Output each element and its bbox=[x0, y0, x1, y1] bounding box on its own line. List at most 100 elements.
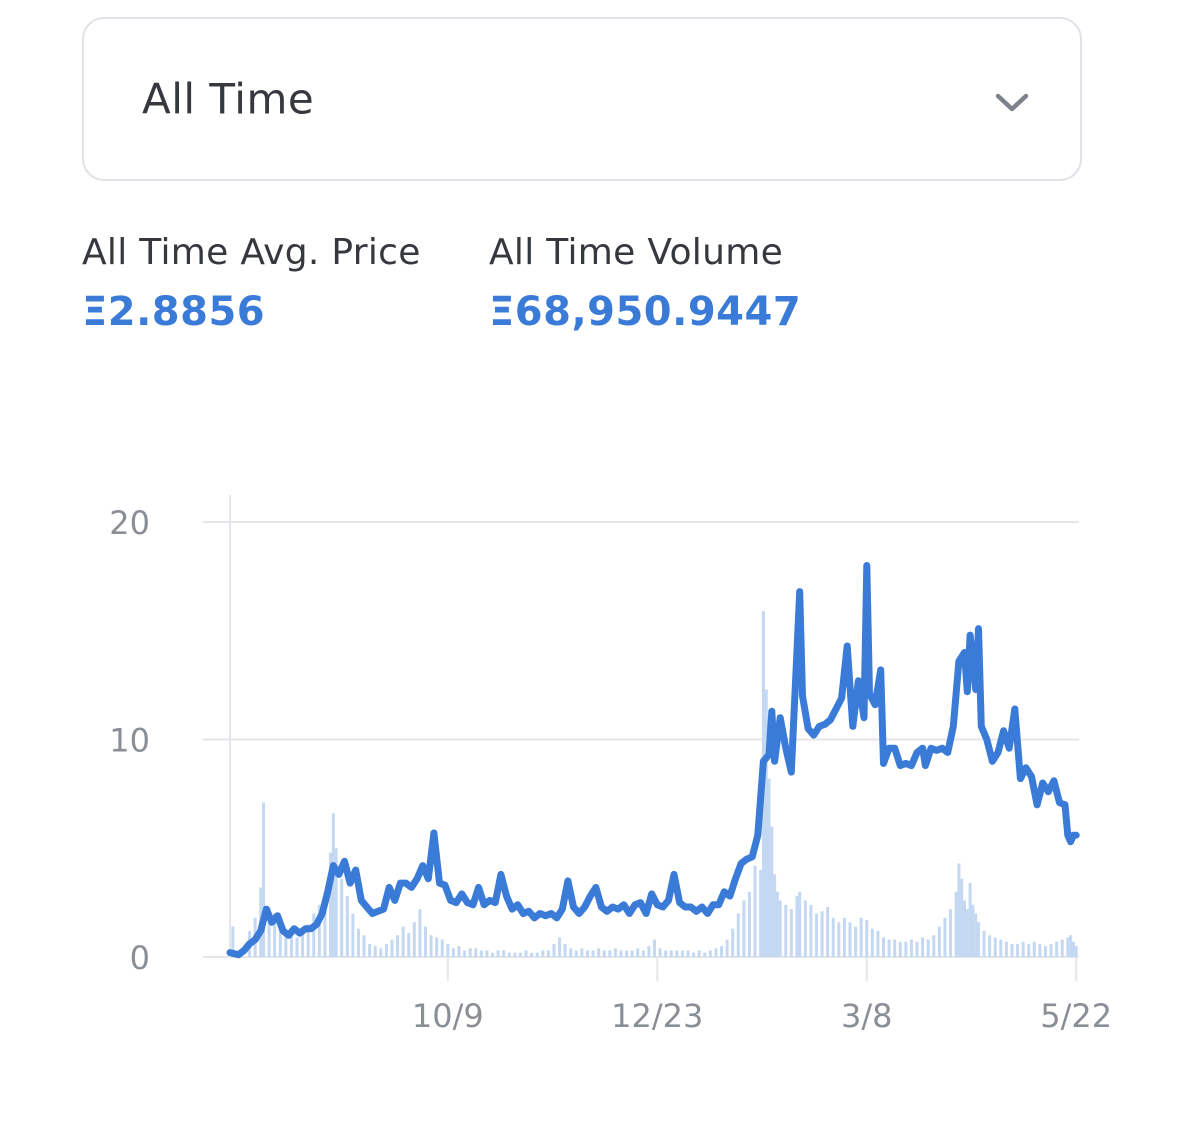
x-tick-label: 12/23 bbox=[611, 997, 703, 1035]
volume-bar bbox=[976, 922, 980, 957]
volume-bar bbox=[842, 917, 846, 957]
volume-bar bbox=[284, 930, 288, 957]
volume-bar bbox=[949, 909, 953, 957]
volume-bar bbox=[770, 826, 774, 957]
volume-bar bbox=[423, 926, 427, 957]
volume-bar bbox=[356, 928, 360, 957]
price-line-layer bbox=[226, 562, 1080, 959]
volume-bar bbox=[767, 778, 771, 957]
volume-bar bbox=[647, 946, 651, 957]
volume-bar bbox=[446, 943, 450, 957]
volume-bar bbox=[524, 950, 528, 957]
volume-bar bbox=[775, 891, 779, 957]
volume-bar bbox=[331, 813, 335, 957]
volume-bar bbox=[619, 950, 623, 957]
volume-bar bbox=[591, 950, 595, 957]
avg-price-label: All Time Avg. Price bbox=[82, 232, 421, 273]
volume-bar bbox=[1016, 943, 1020, 957]
volume-bar bbox=[937, 926, 941, 957]
volume-bar bbox=[773, 874, 777, 957]
volume-bar bbox=[301, 928, 305, 957]
volume-bar bbox=[396, 935, 400, 957]
volume-value: Ξ68,950.9447 bbox=[489, 289, 802, 335]
x-tick-label: 5/22 bbox=[1040, 997, 1112, 1035]
volume-bar bbox=[1027, 943, 1031, 957]
volume-bar bbox=[669, 950, 673, 957]
volume-bar bbox=[329, 852, 333, 957]
y-tick-label: 20 bbox=[109, 504, 150, 542]
y-tick-label: 10 bbox=[109, 722, 150, 760]
volume-bar bbox=[870, 928, 874, 957]
volume-bar bbox=[778, 900, 782, 957]
volume-bar bbox=[585, 950, 589, 957]
volume-bar bbox=[546, 950, 550, 957]
volume-bar bbox=[1043, 946, 1047, 957]
volume-bar bbox=[312, 913, 316, 957]
volume-bar bbox=[641, 950, 645, 957]
volume-bar bbox=[831, 917, 835, 957]
x-tick-label: 3/8 bbox=[841, 997, 893, 1035]
volume-bar bbox=[943, 917, 947, 957]
volume-bar bbox=[373, 946, 377, 957]
volume-bar bbox=[658, 948, 662, 957]
volume-bar bbox=[653, 939, 656, 957]
chart-axes: 0 10 20 10/9 12/23 3/8 5/22 bbox=[109, 504, 1112, 1035]
time-range-dropdown[interactable]: All Time bbox=[82, 17, 1082, 181]
volume-bar bbox=[569, 948, 573, 957]
volume-bar bbox=[957, 863, 961, 957]
time-range-selected: All Time bbox=[142, 74, 315, 124]
volume-bar bbox=[231, 926, 235, 957]
volume-bar bbox=[485, 950, 489, 957]
volume-bar bbox=[451, 948, 455, 957]
volume-label: All Time Volume bbox=[489, 232, 784, 273]
volume-bar bbox=[664, 950, 668, 957]
volume-bar bbox=[530, 952, 534, 957]
volume-bar bbox=[803, 900, 807, 957]
volume-bar bbox=[289, 935, 293, 957]
volume-bar bbox=[541, 950, 545, 957]
volume-bar bbox=[960, 878, 964, 957]
volume-bar bbox=[982, 930, 986, 957]
volume-bar bbox=[898, 941, 902, 957]
volume-bar bbox=[1021, 941, 1025, 957]
volume-bar bbox=[893, 939, 897, 957]
volume-bar bbox=[535, 952, 539, 957]
volume-bar bbox=[513, 952, 517, 957]
volume-bar bbox=[552, 943, 556, 957]
volume-bar bbox=[306, 924, 310, 957]
volume-bar bbox=[1049, 943, 1053, 957]
volume-bar bbox=[909, 939, 913, 957]
volume-bar bbox=[795, 896, 799, 957]
volume-bar bbox=[876, 930, 880, 957]
volume-bar bbox=[962, 900, 966, 957]
volume-bar bbox=[278, 926, 282, 957]
volume-bar bbox=[468, 948, 472, 957]
volume-bar bbox=[826, 906, 830, 957]
volume-bar bbox=[971, 904, 975, 957]
volume-bar bbox=[580, 948, 584, 957]
volume-bar bbox=[491, 952, 495, 957]
volume-bar bbox=[697, 950, 701, 957]
volume-bar bbox=[764, 689, 768, 957]
volume-bar bbox=[563, 943, 567, 957]
volume-bar bbox=[379, 948, 383, 957]
volume-bar bbox=[345, 896, 349, 957]
volume-bar bbox=[1060, 939, 1064, 957]
volume-bar bbox=[814, 913, 818, 957]
volume-bar bbox=[965, 909, 969, 957]
volume-bar bbox=[742, 900, 746, 957]
volume-bar bbox=[602, 950, 606, 957]
volume-bar bbox=[1071, 941, 1075, 957]
volume-bar bbox=[708, 950, 712, 957]
volume-bar bbox=[384, 943, 388, 957]
volume-bar bbox=[630, 950, 634, 957]
volume-bar bbox=[368, 943, 372, 957]
volume-bar bbox=[558, 937, 562, 957]
volume-bar bbox=[351, 913, 355, 957]
volume-bar bbox=[412, 922, 416, 957]
volume-bar bbox=[362, 935, 366, 957]
volume-bar bbox=[440, 939, 444, 957]
volume-bar bbox=[859, 917, 863, 957]
volume-bar bbox=[1074, 946, 1078, 957]
volume-bar bbox=[418, 909, 422, 957]
